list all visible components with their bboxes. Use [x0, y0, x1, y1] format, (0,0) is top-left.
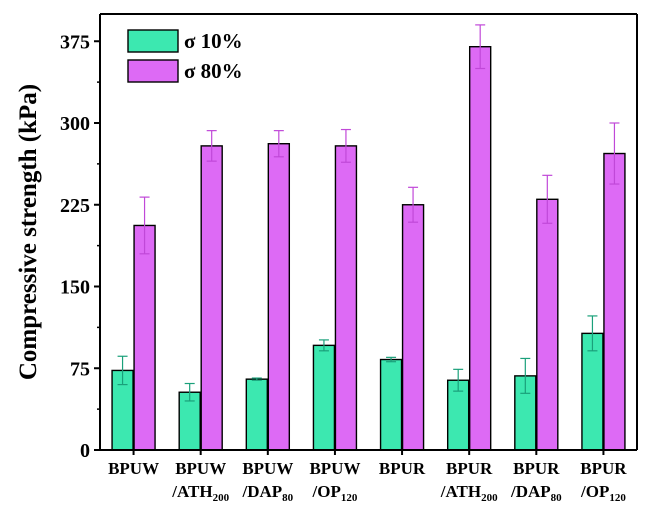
- x-label-6-subscript: 200: [481, 492, 498, 504]
- x-label-2-subscript: 200: [213, 492, 230, 504]
- bar-s2-7: [536, 198, 559, 451]
- x-label-7-line2: /DAP80: [510, 482, 562, 504]
- legend-label-1: σ 10%: [184, 29, 243, 53]
- bar-s1-5: [379, 358, 403, 451]
- bar-s2-5: [401, 204, 425, 451]
- x-label-4-subscript: 120: [341, 492, 358, 504]
- x-label-4-line1: BPUW: [309, 459, 360, 478]
- legend-swatch-2: [127, 59, 179, 83]
- y-tick-label-0: 0: [80, 440, 90, 462]
- axes-layer: 0 75 150 225 300 375 BPUW BPUW/ATH200 BPUW/DAP80…: [60, 13, 638, 504]
- bar-s2-3: [267, 143, 291, 451]
- x-label-8-line2: /OP120: [580, 482, 626, 504]
- x-label-8-subscript: 120: [609, 492, 626, 504]
- x-label-2-line2: /ATH200: [171, 482, 229, 504]
- y-tick-label-300: 300: [60, 113, 90, 135]
- x-label-3-line2: /DAP80: [241, 482, 293, 504]
- bar-s2-8: [603, 152, 626, 451]
- x-label-8-line1: BPUR: [580, 459, 627, 478]
- bar-s2-4: [334, 145, 358, 451]
- legend-swatch-1: [127, 29, 179, 53]
- y-tick-label-150: 150: [60, 277, 90, 299]
- bar-s1-3: [245, 378, 269, 451]
- y-tick-label-375: 375: [60, 31, 90, 53]
- x-label-5-line1: BPUR: [379, 459, 426, 478]
- bar-s1-4: [312, 344, 336, 451]
- x-label-6-line1: BPUR: [446, 459, 493, 478]
- bar-s2-1: [133, 224, 156, 451]
- y-axis-label: Compressive strength (kPa): [15, 84, 42, 380]
- x-label-2-line1: BPUW: [175, 459, 226, 478]
- x-label-3-line1: BPUW: [242, 459, 293, 478]
- bar-s2-2: [200, 145, 223, 451]
- bars-layer: [111, 46, 626, 451]
- x-label-7-subscript: 80: [551, 492, 563, 504]
- x-label-3-subscript: 80: [282, 492, 294, 504]
- x-label-1-line1: BPUW: [108, 459, 159, 478]
- y-tick-label-75: 75: [70, 358, 90, 380]
- bar-s2-6: [468, 46, 492, 451]
- x-label-4-line2: /OP120: [312, 482, 358, 504]
- x-label-6-line2: /ATH200: [440, 482, 498, 504]
- x-label-7-line1: BPUR: [513, 459, 560, 478]
- y-tick-label-225: 225: [60, 195, 90, 217]
- legend: σ 10% σ 80%: [127, 29, 243, 83]
- error-bars-layer: [117, 24, 620, 402]
- legend-label-2: σ 80%: [184, 59, 243, 83]
